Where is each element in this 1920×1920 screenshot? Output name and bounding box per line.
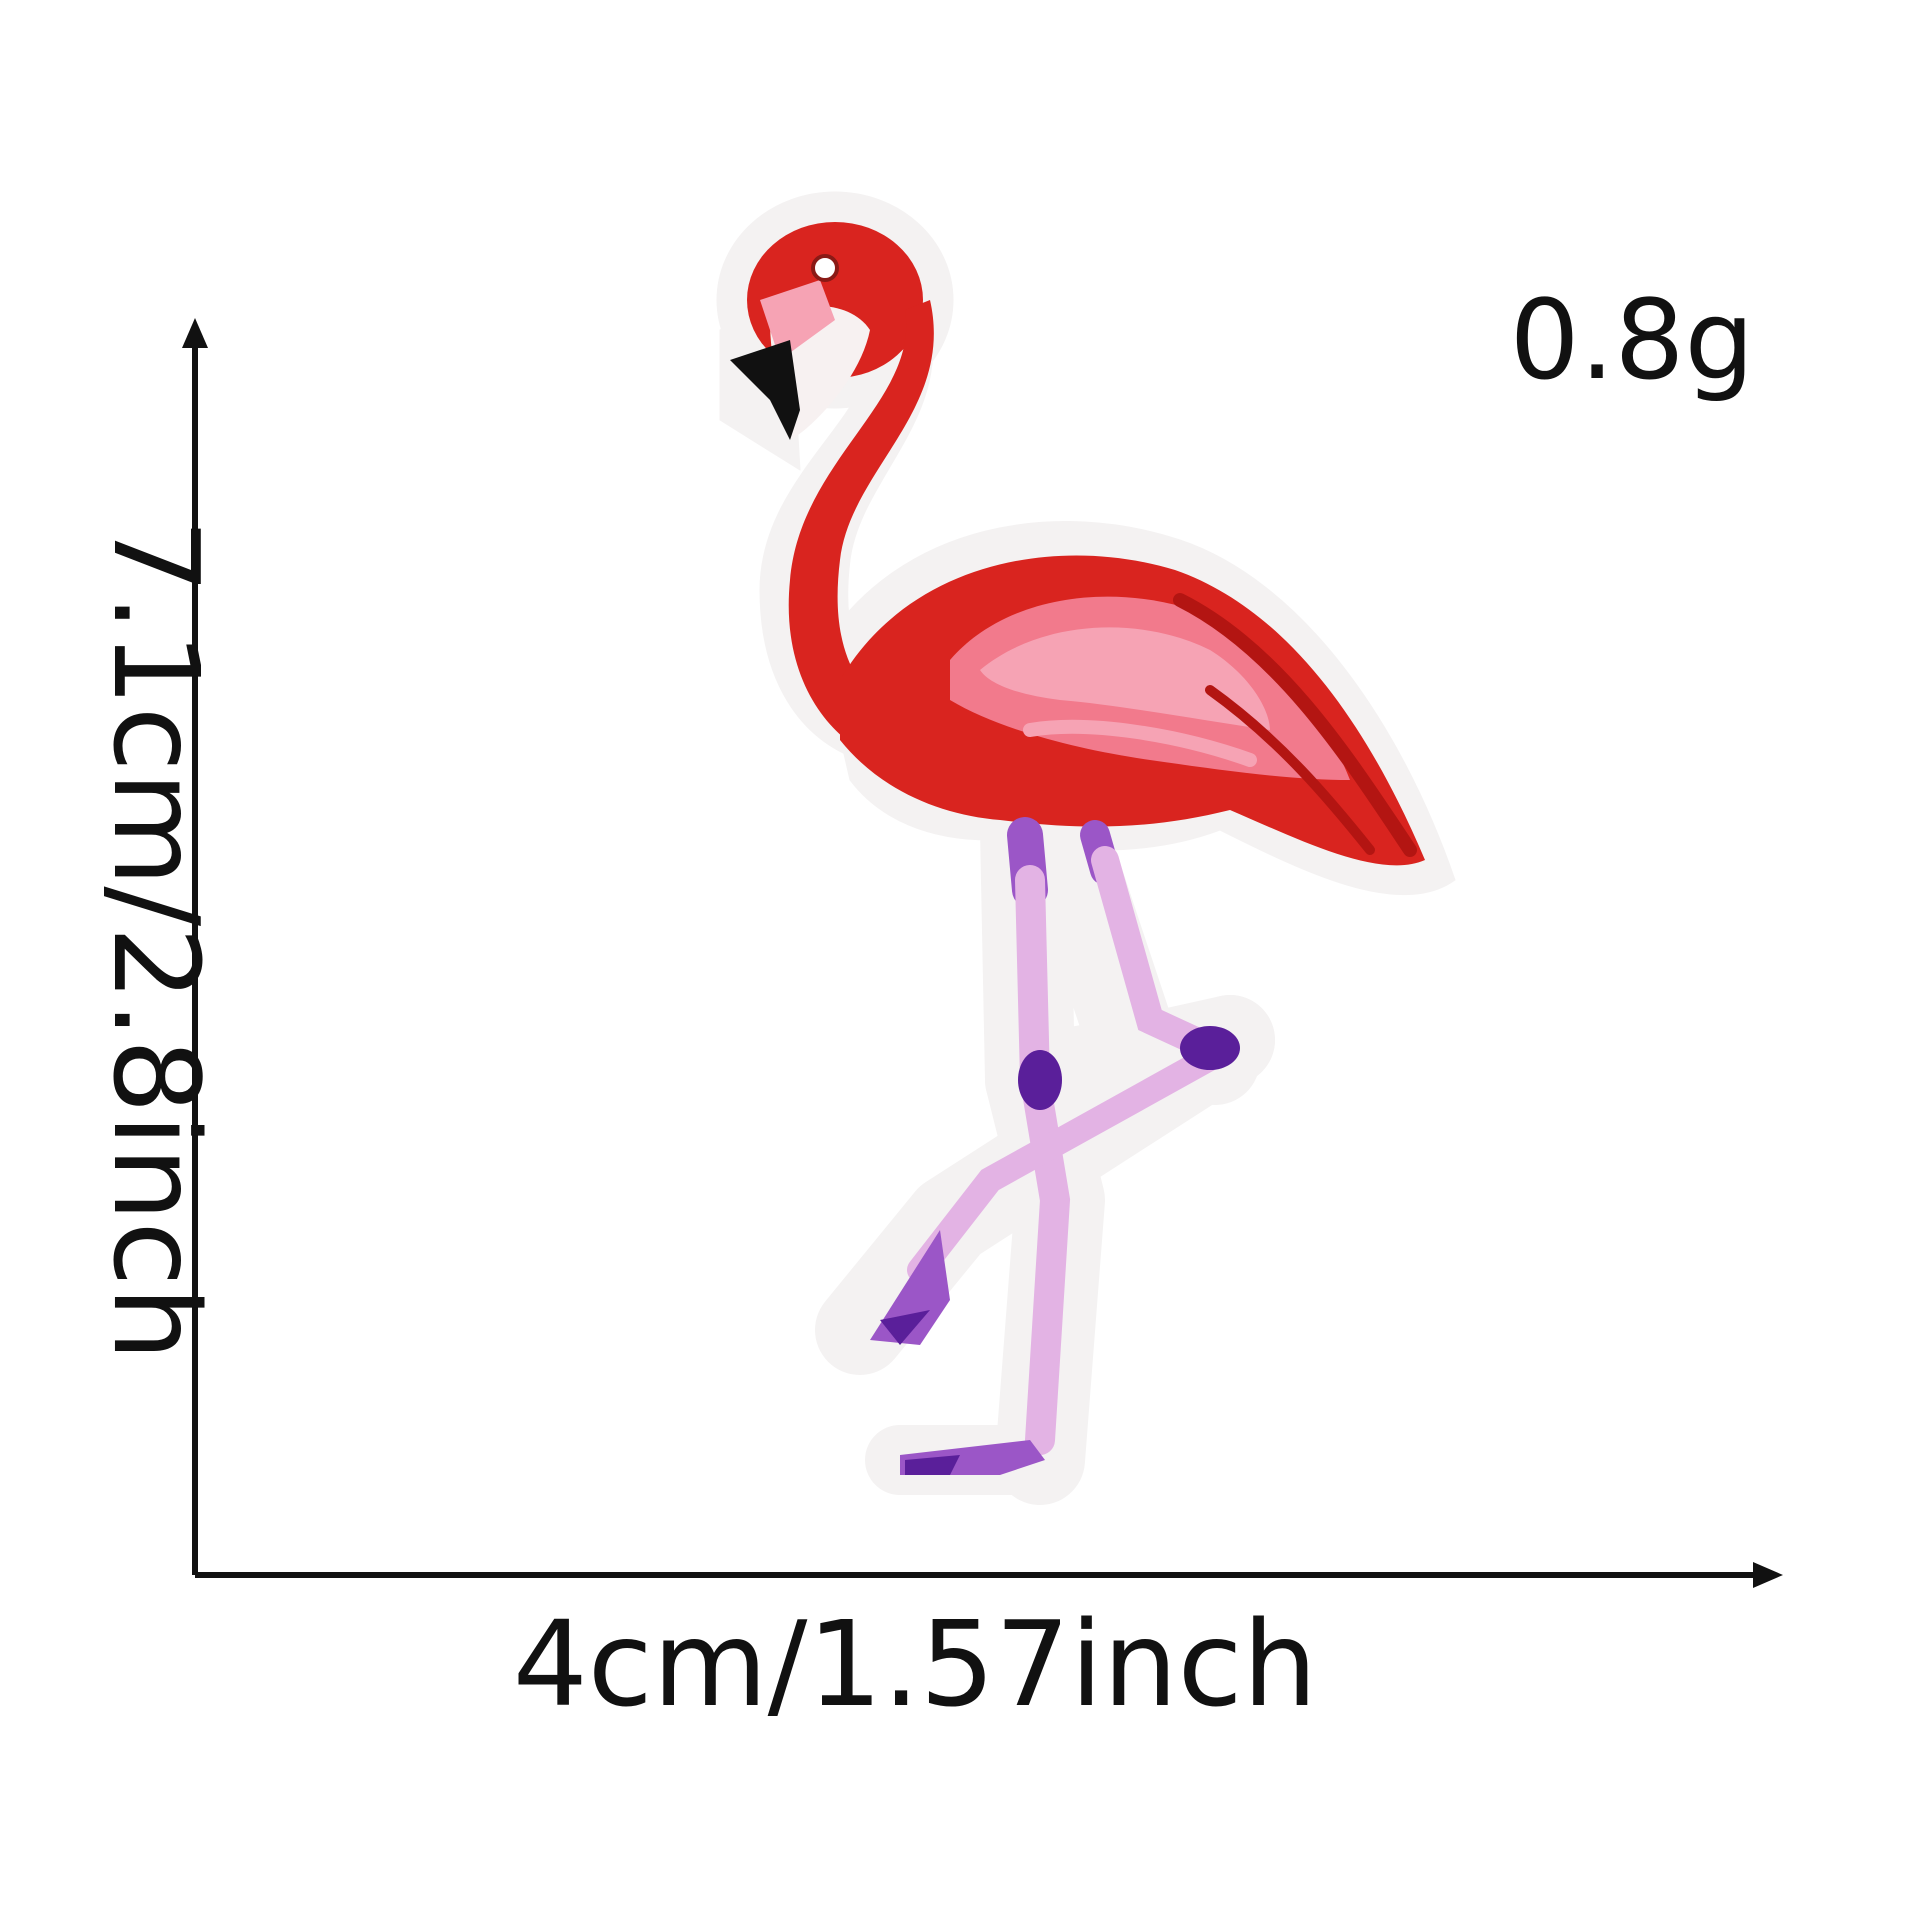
width-dimension — [195, 1562, 1783, 1588]
flamingo-patch-icon — [716, 191, 1456, 1505]
height-dimension — [182, 318, 208, 1575]
width-label: 4cm/1.57inch — [513, 1595, 1318, 1733]
height-label: 7.1cm/2.8inch — [87, 519, 225, 1361]
arrow-up-icon — [182, 318, 208, 348]
arrow-right-icon — [1753, 1562, 1783, 1588]
weight-label: 0.8g — [1510, 276, 1755, 404]
